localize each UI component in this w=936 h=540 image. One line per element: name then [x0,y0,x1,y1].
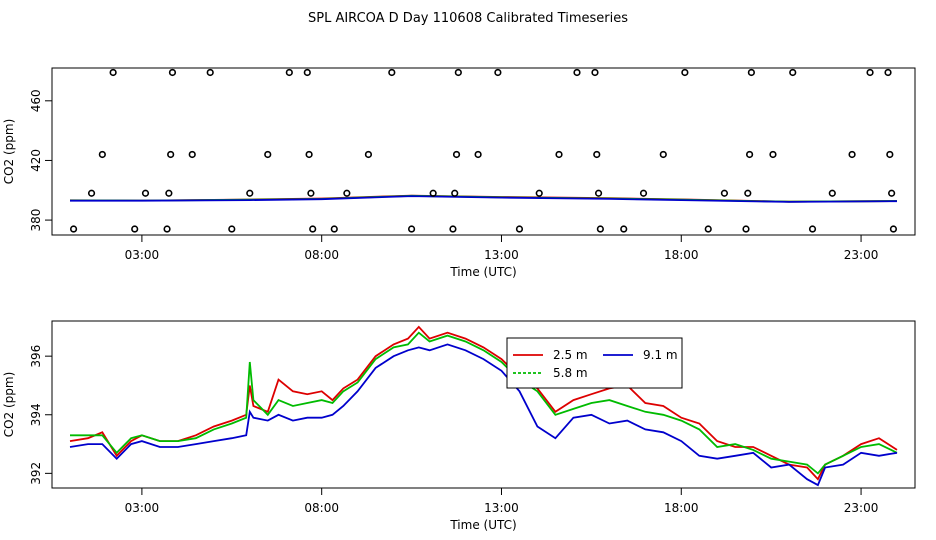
data-point [246,189,254,197]
x-axis-label: Time (UTC) [449,265,516,279]
figure-title: SPL AIRCOA D Day 110608 Calibrated Times… [308,11,628,26]
data-point [866,68,874,77]
data-point [889,225,898,233]
y-tick-label: 392 [29,462,43,485]
data-point [639,189,648,197]
data-point [87,189,96,197]
data-point [451,189,459,197]
x-tick-label: 18:00 [664,248,699,262]
data-point [388,68,396,77]
legend: 2.5 m 9.1 m 5.8 m [506,337,683,389]
data-point [591,68,599,77]
data-point [573,68,581,77]
data-point [305,150,313,159]
x-tick-label: 03:00 [125,248,160,262]
data-point [745,150,754,159]
x-tick-label: 18:00 [664,501,699,515]
data-point [744,189,752,197]
x-tick-label: 08:00 [304,501,339,515]
data-point [109,68,117,77]
x-axis-label: Time (UTC) [449,518,516,532]
data-point [309,225,317,233]
data-point [620,225,628,233]
x-tick-label: 13:00 [484,248,519,262]
data-point [330,225,338,233]
plot-frame [51,320,916,489]
data-point [535,189,543,197]
data-point [494,68,502,77]
data-point [747,68,755,77]
legend-label: 5.8 m [553,366,588,380]
data-point [888,189,896,197]
data-point [808,225,817,233]
data-point [449,225,457,233]
data-point [264,150,272,159]
data-point [594,189,603,197]
data-point [165,189,173,197]
data-point [828,189,836,197]
data-point [452,150,461,159]
plot-frame [51,67,916,236]
series-line-9-1-m [69,343,898,487]
data-point [303,68,311,77]
y-tick-label: 394 [29,403,43,426]
data-point [659,150,667,159]
x-tick-label: 23:00 [844,501,879,515]
series-line-9-1-m [70,195,898,203]
data-point [98,150,106,159]
x-tick-label: 03:00 [125,501,160,515]
data-point [515,225,524,233]
data-point [285,68,293,77]
data-point [789,68,797,77]
y-tick-label: 396 [29,345,43,368]
data-point [769,150,777,159]
data-point [555,150,563,159]
y-axis-label: CO2 (ppm) [2,372,16,438]
data-point [429,189,437,197]
data-point [364,150,373,159]
y-axis-label: CO2 (ppm) [2,119,16,185]
data-point [886,150,894,159]
series-line-2-5-m [69,325,898,481]
legend-label: 9.1 m [643,348,678,362]
data-point [168,68,177,77]
data-point [69,225,78,233]
y-tick-label: 420 [29,149,43,172]
data-point [720,189,729,197]
data-point [343,189,351,197]
data-point [742,225,750,233]
data-point [681,68,689,77]
data-point [228,225,236,233]
data-point [848,150,856,159]
top-panel: 03:00 08:00 13:00 18:00 23:00 Time (UTC) 380 42… [2,67,916,279]
bottom-panel: 03:00 08:00 13:00 18:00 23:00 Time (UTC) 392 39… [2,320,916,532]
data-point [307,189,315,197]
data-point [596,225,604,233]
x-tick-label: 13:00 [484,501,519,515]
data-point [163,225,171,233]
y-tick-label: 460 [29,89,43,112]
legend-label: 2.5 m [553,348,588,362]
data-point [141,189,150,197]
data-point [206,68,214,77]
x-tick-label: 08:00 [304,248,339,262]
data-point [407,225,416,233]
legend-box [506,337,683,389]
x-tick-label: 23:00 [844,248,879,262]
y-tick-label: 380 [29,209,43,232]
data-point [454,68,462,77]
data-point [474,150,482,159]
data-point [167,150,175,159]
data-point [188,150,196,159]
data-point [884,68,892,77]
data-point [593,150,601,159]
data-point [131,225,139,233]
series-line-5-8-m [70,331,898,475]
data-point [704,225,712,233]
